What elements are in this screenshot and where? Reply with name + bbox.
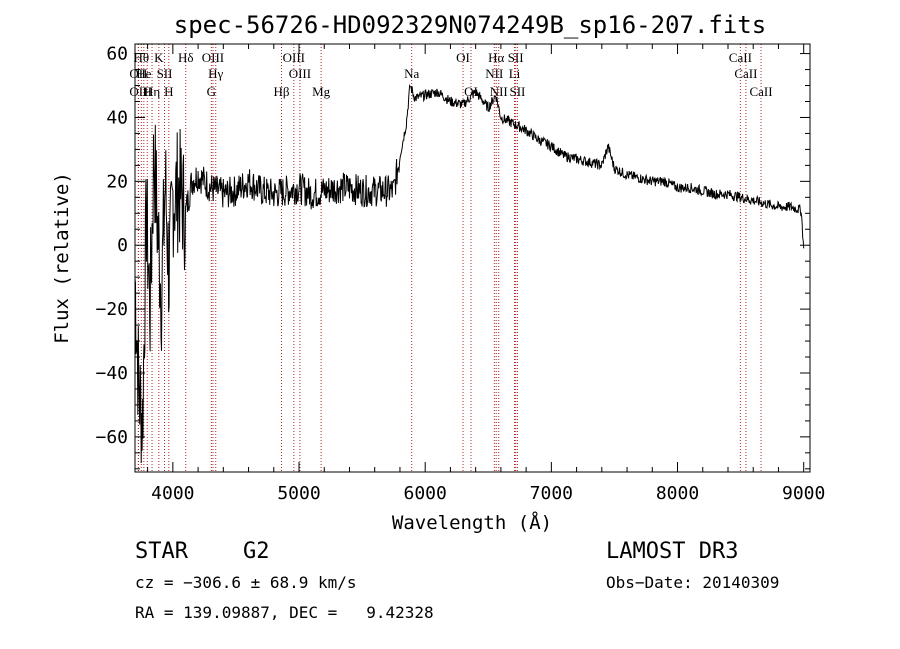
x-tick-label: 5000 xyxy=(277,483,320,504)
marker-label: CaII xyxy=(729,50,752,65)
redshift-cz: cz = −306.6 ± 68.9 km/s xyxy=(135,573,357,592)
marker-label: CaII xyxy=(749,84,772,99)
y-tick-label: 0 xyxy=(117,235,128,256)
marker-label: Mg xyxy=(312,84,331,99)
marker-label: SII xyxy=(509,84,525,99)
marker-label: Hβ xyxy=(273,84,289,99)
obs-date: Obs−Date: 20140309 xyxy=(606,573,780,592)
marker-label: OIII xyxy=(283,50,305,65)
x-axis-label: Wavelength (Å) xyxy=(392,511,552,534)
object-class: STAR xyxy=(135,539,188,564)
marker-label: OI xyxy=(456,50,470,65)
marker-label: NII xyxy=(490,84,508,99)
x-tick-label: 6000 xyxy=(404,483,447,504)
x-tick-label: 7000 xyxy=(530,483,573,504)
marker-label: Hη xyxy=(144,84,160,99)
y-tick-label: −60 xyxy=(95,427,128,448)
spectrum-line xyxy=(134,83,805,464)
marker-label: Hγ xyxy=(208,66,223,81)
marker-label: SII xyxy=(157,66,173,81)
marker-label: Hδ xyxy=(178,50,194,65)
y-tick-label: 20 xyxy=(106,171,128,192)
marker-label: H xyxy=(164,84,173,99)
line-markers xyxy=(137,44,762,472)
marker-label: G xyxy=(207,84,216,99)
marker-label: He xyxy=(136,66,151,81)
y-axis-label: Flux (relative) xyxy=(51,172,73,344)
x-tick-label: 4000 xyxy=(151,483,194,504)
chart-title: spec-56726-HD092329N074249B_sp16-207.fit… xyxy=(174,11,766,39)
marker-label: H xyxy=(143,84,152,99)
marker-label: OII xyxy=(129,84,147,99)
y-tick-label: 40 xyxy=(106,107,128,128)
marker-label: NII xyxy=(485,66,503,81)
marker-label: Na xyxy=(404,66,419,81)
marker-label: SII xyxy=(508,50,524,65)
x-tick-label: 9000 xyxy=(782,483,825,504)
subclass: G2 xyxy=(243,539,270,564)
y-tick-label: 60 xyxy=(106,44,128,65)
marker-label: OIII xyxy=(202,50,224,65)
marker-label: OII xyxy=(129,66,147,81)
marker-label: Hα xyxy=(488,50,504,65)
marker-label: OIII xyxy=(289,66,311,81)
marker-label: OI xyxy=(464,84,478,99)
y-tick-label: −40 xyxy=(95,363,128,384)
y-tick-label: −20 xyxy=(95,299,128,320)
marker-label: Li xyxy=(509,66,521,81)
marker-label: CaII xyxy=(734,66,757,81)
marker-label: Hθ xyxy=(133,50,149,65)
marker-label: K xyxy=(154,50,164,65)
y-axis-ticks: −60 −40 −20 0 20 40 60 xyxy=(95,44,810,470)
plot-frame xyxy=(134,43,811,473)
x-axis-ticks: 4000 5000 6000 7000 8000 9000 xyxy=(147,44,825,504)
coordinates: RA = 139.09887, DEC = 9.42328 xyxy=(135,603,434,622)
x-tick-label: 8000 xyxy=(656,483,699,504)
survey-name: LAMOST DR3 xyxy=(606,539,739,564)
